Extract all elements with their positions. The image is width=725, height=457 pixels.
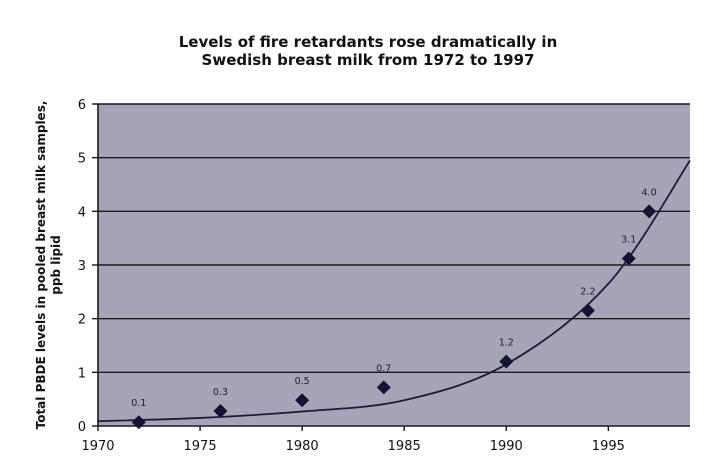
- y-tick-label: 6: [78, 98, 86, 113]
- data-point: [621, 251, 636, 266]
- x-tick-label: 1995: [592, 439, 625, 454]
- data-point: [295, 393, 310, 408]
- data-label: 2.2: [580, 287, 595, 298]
- y-tick-label: 0: [78, 420, 86, 435]
- data-label: 0.7: [376, 363, 391, 374]
- data-point: [642, 204, 657, 219]
- y-tick-label: 1: [78, 366, 86, 381]
- data-label: 0.1: [131, 398, 146, 409]
- data-point: [376, 380, 391, 395]
- axes: [92, 103, 690, 431]
- data-point: [131, 415, 146, 430]
- x-tick-label: 1975: [184, 439, 217, 454]
- gridlines: [98, 103, 690, 374]
- data-label: 0.5: [295, 376, 310, 387]
- y-axis-title-line: Total PBDE levels in pooled breast milk …: [34, 101, 48, 430]
- y-tick-label: 2: [78, 313, 86, 328]
- data-label: 0.3: [213, 387, 228, 398]
- y-tick-label: 4: [78, 205, 86, 220]
- trendline-path: [97, 159, 691, 423]
- y-tick-labels: 0 1 2 3 4 5 6: [78, 98, 86, 435]
- chart-title-line: Swedish breast milk from 1972 to 1997: [202, 51, 535, 69]
- x-tick-labels: 1970 1975 1980 1985 1990 1995: [81, 439, 624, 454]
- data-points: [131, 204, 657, 430]
- y-tick-label: 5: [78, 152, 86, 167]
- data-point: [580, 303, 595, 318]
- data-point: [499, 354, 514, 369]
- data-labels: 0.1 0.3 0.5 0.7 1.2 2.2 3.1 4.0: [131, 187, 656, 409]
- data-label: 4.0: [642, 187, 657, 198]
- y-axis-title: Total PBDE levels in pooled breast milk …: [34, 101, 63, 430]
- data-label: 1.2: [499, 338, 514, 349]
- trendline: [97, 159, 691, 423]
- data-point: [213, 403, 228, 418]
- chart-title-line: Levels of fire retardants rose dramatica…: [179, 33, 558, 51]
- chart-title: Levels of fire retardants rose dramatica…: [179, 33, 558, 69]
- x-tick-label: 1970: [81, 439, 114, 454]
- x-tick-label: 1985: [388, 439, 421, 454]
- x-tick-label: 1990: [490, 439, 523, 454]
- y-axis-title-line: ppb lipid: [49, 235, 63, 294]
- data-label: 3.1: [621, 235, 636, 246]
- y-tick-label: 3: [78, 259, 86, 274]
- x-tick-label: 1980: [286, 439, 319, 454]
